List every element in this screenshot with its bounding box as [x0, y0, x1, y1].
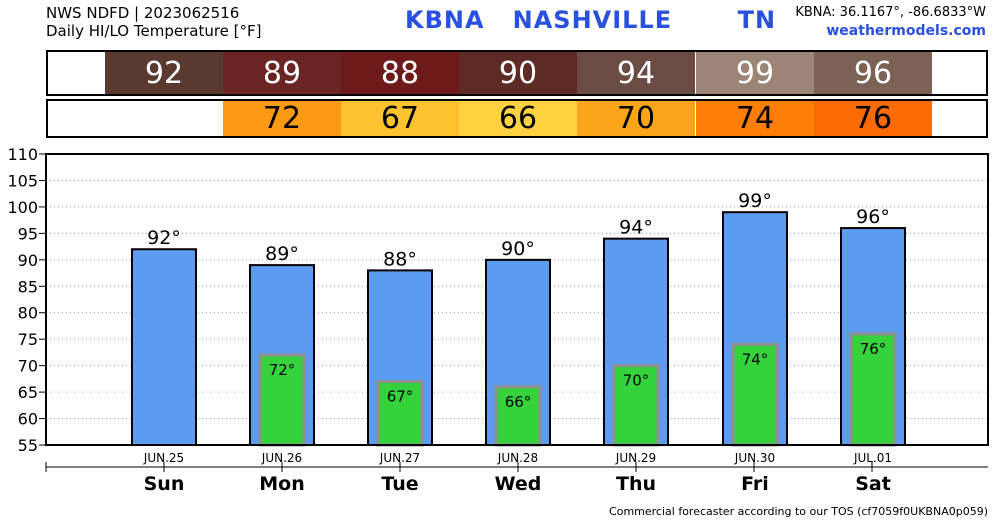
high-temp-label: 89° — [265, 243, 299, 265]
low-temp-bar — [731, 342, 779, 447]
date-label: JUN.26 — [261, 451, 302, 465]
low-temp-bar — [376, 380, 424, 447]
date-label: JUN.30 — [734, 451, 775, 465]
low-temp-bar — [258, 353, 306, 447]
day-label: Sun — [144, 473, 185, 495]
high-temp-cell: 96 — [814, 52, 932, 94]
low-temp-label: 72° — [269, 361, 296, 379]
low-temp-label: 67° — [387, 388, 414, 406]
y-tick-label: 65 — [18, 383, 38, 402]
low-temp-strip: 72 67 66 70 74 76 — [46, 99, 988, 138]
high-temp-label: 94° — [619, 217, 653, 239]
chart-header-left: NWS NDFD | 2023062516 Daily HI/LO Temper… — [46, 4, 262, 40]
low-temp-bar — [612, 364, 660, 447]
high-temp-label: 92° — [147, 227, 181, 249]
y-tick-label: 60 — [18, 410, 38, 429]
high-temp-label: 88° — [383, 248, 417, 270]
y-tick-label: 85 — [18, 277, 38, 296]
low-temp-cell: 70 — [577, 101, 695, 136]
chart-title: Daily HI/LO Temperature [°F] — [46, 22, 262, 40]
day-label: Thu — [616, 473, 656, 495]
plot-frame — [45, 153, 989, 446]
day-label: Sat — [855, 473, 891, 495]
y-tick-label: 100 — [7, 198, 38, 217]
high-temp-strip: 92 89 88 90 94 99 96 — [46, 50, 988, 96]
high-temp-label: 96° — [856, 206, 890, 228]
date-label: JUN.28 — [497, 451, 538, 465]
date-label: JUL.01 — [853, 451, 892, 465]
y-tick-label: 80 — [18, 304, 38, 323]
date-label: JUN.29 — [615, 451, 656, 465]
high-temp-cell: 90 — [459, 52, 577, 94]
temperature-bar-chart: 55 60 65 70 75 80 85 90 95 100 105 110 92° 89° 72° 88° 6… — [7, 145, 989, 495]
y-tick-label: 105 — [7, 171, 38, 190]
station-coords: KBNA: 36.1167°, -86.6833°W — [795, 5, 986, 20]
low-temp-label: 76° — [860, 340, 887, 358]
chart-header-right: KBNA: 36.1167°, -86.6833°W weathermodels… — [795, 4, 986, 40]
low-temp-cell — [105, 101, 223, 136]
day-label: Mon — [259, 473, 305, 495]
station-title: KBNA NASHVILLE TN — [405, 6, 777, 34]
day-label: Tue — [381, 473, 418, 495]
y-tick-label: 110 — [7, 145, 38, 164]
low-temp-bar — [849, 332, 897, 447]
low-temp-label: 70° — [623, 372, 650, 390]
y-tick-label: 90 — [18, 251, 38, 270]
low-temp-cell: 67 — [341, 101, 459, 136]
day-label: Wed — [495, 473, 542, 495]
low-temp-label: 66° — [505, 393, 532, 411]
y-tick-label: 75 — [18, 330, 38, 349]
y-tick-label: 55 — [18, 436, 38, 455]
high-temp-cell: 92 — [105, 52, 223, 94]
footer-note: Commercial forecaster according to our T… — [609, 505, 988, 518]
model-run-label: NWS NDFD | 2023062516 — [46, 4, 240, 22]
low-temp-cell: 72 — [223, 101, 341, 136]
date-label: JUN.25 — [143, 451, 184, 465]
y-tick-label: 70 — [18, 357, 38, 376]
high-temp-cell: 99 — [696, 52, 814, 94]
y-tick-label: 95 — [18, 224, 38, 243]
high-temp-label: 99° — [738, 190, 772, 212]
high-temp-cell: 88 — [341, 52, 459, 94]
low-temp-cell: 76 — [814, 101, 932, 136]
high-temp-label: 90° — [501, 238, 535, 260]
low-temp-cell: 66 — [459, 101, 577, 136]
site-link[interactable]: weathermodels.com — [826, 23, 986, 39]
date-label: JUN.27 — [379, 451, 420, 465]
high-temp-bar — [131, 248, 197, 447]
high-temp-cell: 94 — [577, 52, 695, 94]
low-temp-label: 74° — [742, 350, 769, 368]
low-temp-cell: 74 — [696, 101, 814, 136]
day-label: Fri — [741, 473, 769, 495]
high-temp-cell: 89 — [223, 52, 341, 94]
